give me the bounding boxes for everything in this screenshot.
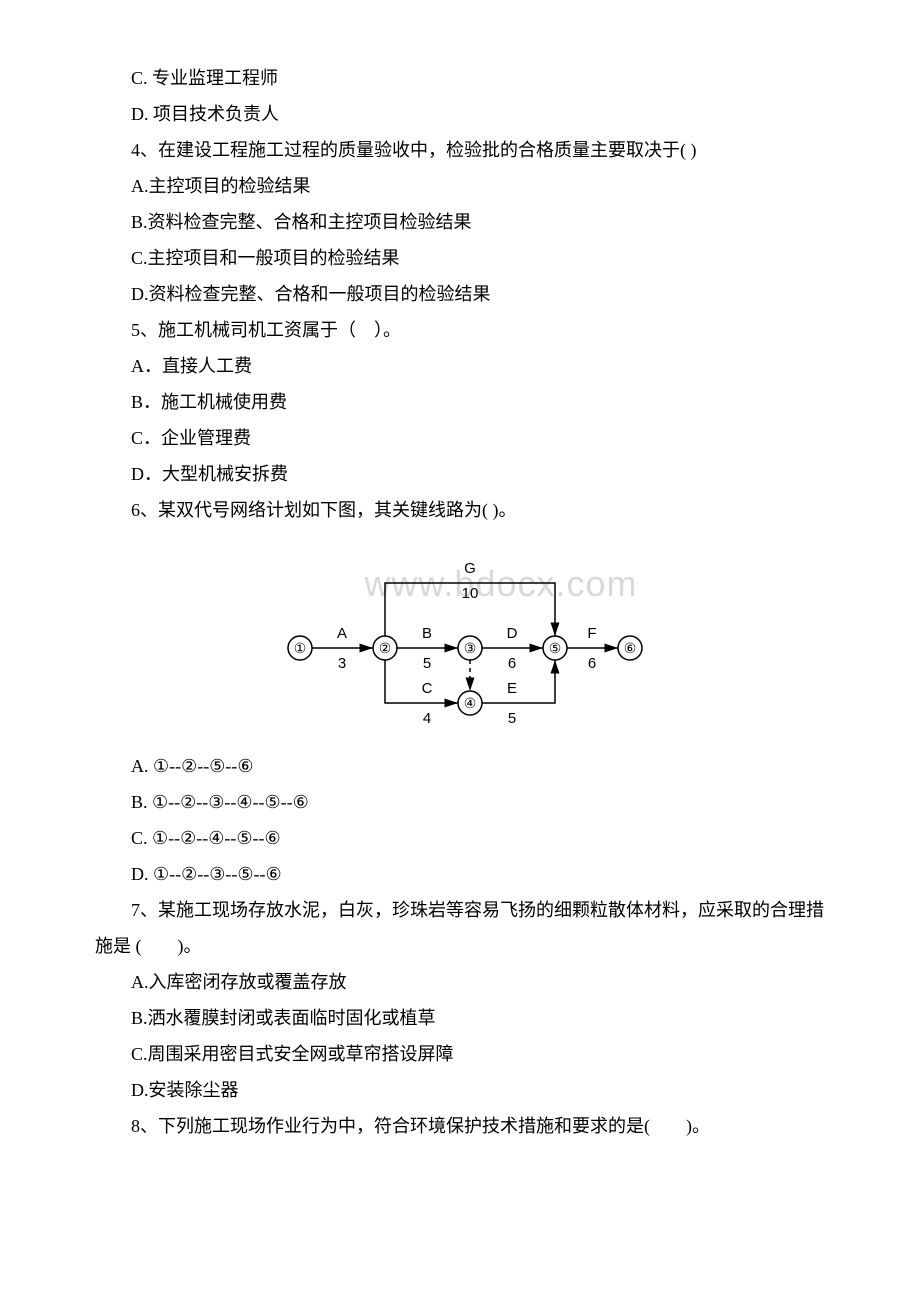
- q6-option-b: B. ①--②--③--④--⑤--⑥: [95, 784, 825, 820]
- edge-c-label: C: [422, 680, 433, 697]
- edge-b-label: B: [422, 625, 432, 642]
- q4-option-a: A.主控项目的检验结果: [95, 168, 825, 204]
- q4-option-c: C.主控项目和一般项目的检验结果: [95, 240, 825, 276]
- edge-d-dur: 6: [508, 655, 516, 672]
- q7-option-d: D.安装除尘器: [95, 1072, 825, 1108]
- node-2-label: ②: [379, 640, 392, 656]
- q4-option-d: D.资料检查完整、合格和一般项目的检验结果: [95, 276, 825, 312]
- edge-e-label: E: [507, 680, 517, 697]
- q7-option-c: C.周围采用密目式安全网或草帘搭设屏障: [95, 1036, 825, 1072]
- node-5-label: ⑤: [549, 640, 562, 656]
- edge-b-dur: 5: [423, 655, 431, 672]
- edge-d-label: D: [507, 625, 518, 642]
- edge-e-dur: 5: [508, 710, 516, 727]
- q5-text: 5、施工机械司机工资属于（ ）。: [95, 312, 825, 348]
- q6-option-a: A. ①--②--⑤--⑥: [95, 748, 825, 784]
- node-3-label: ③: [464, 640, 477, 656]
- edge-a-label: A: [337, 625, 347, 642]
- q4-text: 4、在建设工程施工过程的质量验收中，检验批的合格质量主要取决于( ): [95, 132, 825, 168]
- q3-option-d: D. 项目技术负责人: [95, 96, 825, 132]
- edge-c-dur: 4: [423, 710, 431, 727]
- edge-f-label: F: [587, 625, 596, 642]
- q6-option-d: D. ①--②--③--⑤--⑥: [95, 856, 825, 892]
- q6-text: 6、某双代号网络计划如下图，其关键线路为( )。: [95, 492, 825, 528]
- edge-a-dur: 3: [338, 655, 346, 672]
- network-diagram: www.bdocx.com G 10 A 3 B 5 D 6 F 6 C 4 E…: [260, 538, 660, 738]
- q7-option-a: A.入库密闭存放或覆盖存放: [95, 964, 825, 1000]
- q8-text: 8、下列施工现场作业行为中，符合环境保护技术措施和要求的是( )。: [95, 1108, 825, 1144]
- edge-g-label: G: [464, 560, 476, 577]
- network-svg: G 10 A 3 B 5 D 6 F 6 C 4 E 5 ① ② ③ ④: [260, 538, 660, 738]
- edge-f-dur: 6: [588, 655, 596, 672]
- q7-text: 7、某施工现场存放水泥，白灰，珍珠岩等容易飞扬的细颗粒散体材料，应采取的合理措施…: [95, 892, 825, 964]
- edge-e: [482, 660, 555, 703]
- q4-option-b: B.资料检查完整、合格和主控项目检验结果: [95, 204, 825, 240]
- q5-option-c: C．企业管理费: [95, 420, 825, 456]
- q7-option-b: B.洒水覆膜封闭或表面临时固化或植草: [95, 1000, 825, 1036]
- q5-option-d: D．大型机械安拆费: [95, 456, 825, 492]
- edge-g-dur: 10: [462, 585, 479, 602]
- q5-option-a: A．直接人工费: [95, 348, 825, 384]
- q6-option-c: C. ①--②--④--⑤--⑥: [95, 820, 825, 856]
- node-1-label: ①: [294, 640, 307, 656]
- q5-option-b: B．施工机械使用费: [95, 384, 825, 420]
- node-4-label: ④: [464, 695, 477, 711]
- node-6-label: ⑥: [624, 640, 637, 656]
- q3-option-c: C. 专业监理工程师: [95, 60, 825, 96]
